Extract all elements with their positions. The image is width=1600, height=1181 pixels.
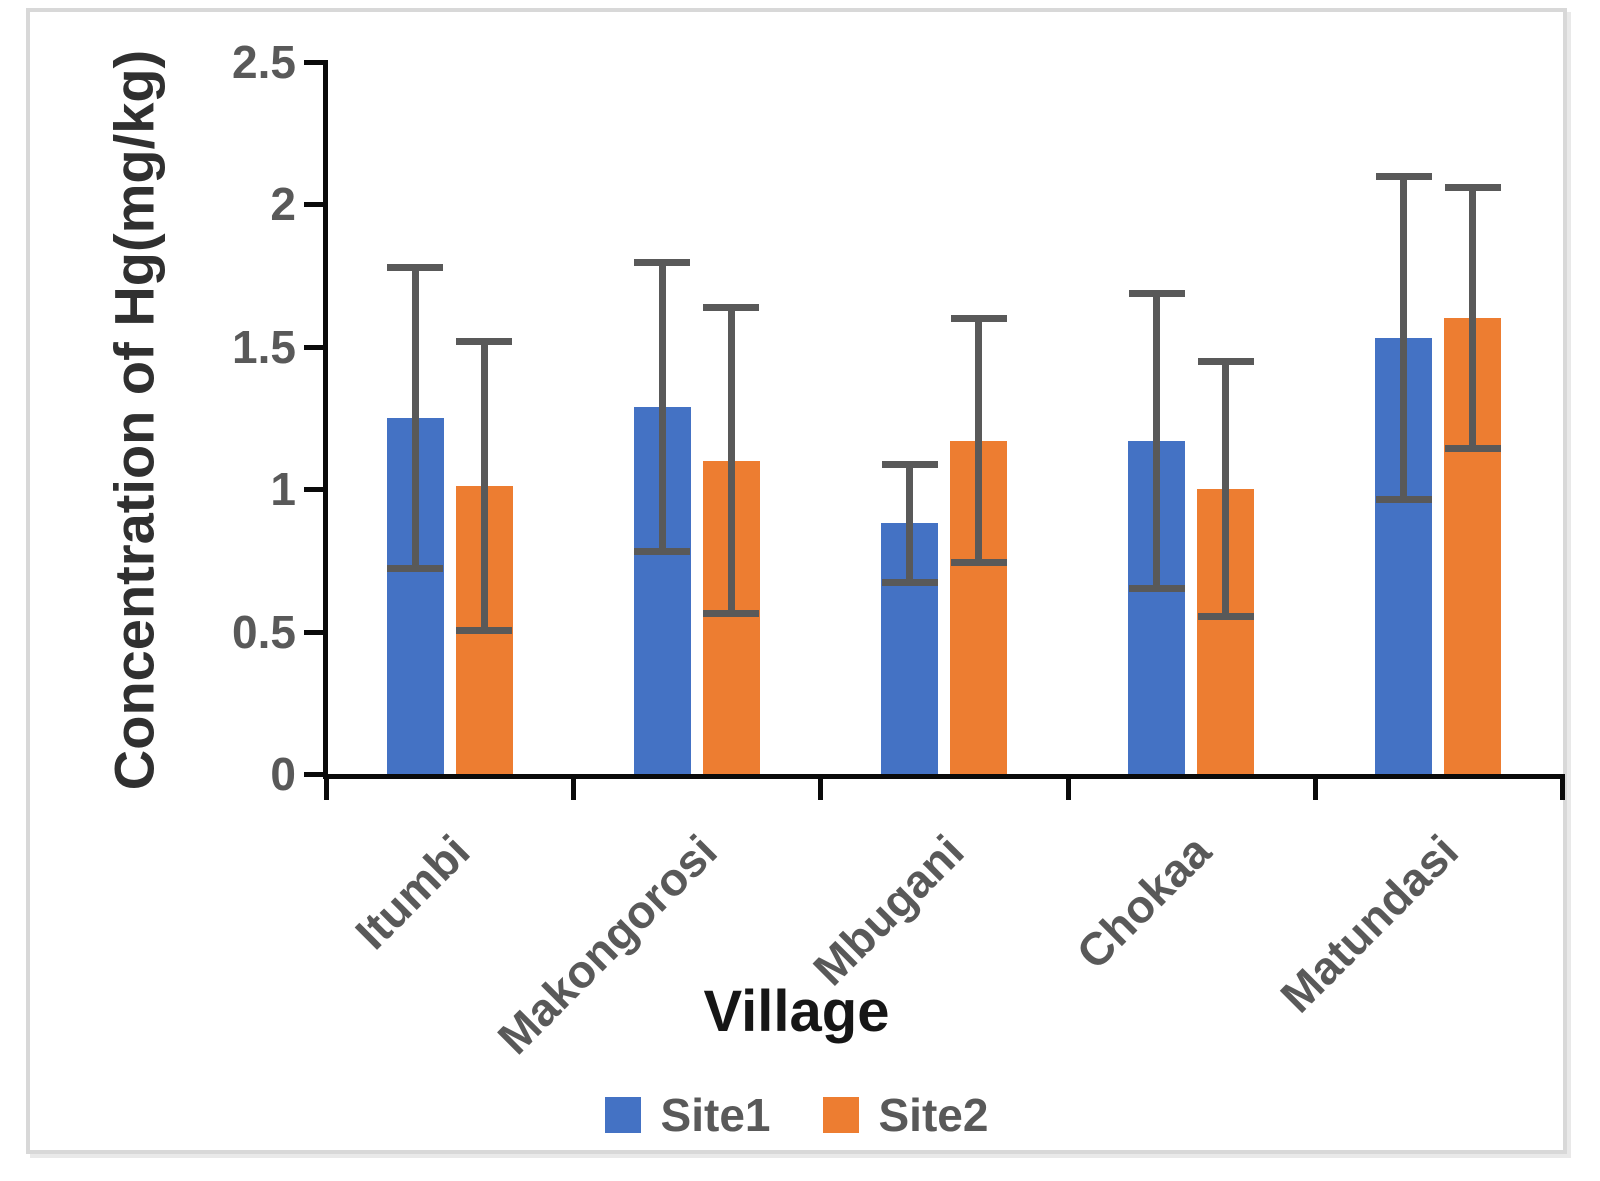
x-tick-mark: [571, 774, 577, 800]
error-cap-bottom-site2-makongorosi: [703, 610, 760, 618]
y-tick-label: 0: [270, 748, 296, 800]
error-bar-site1-itumbi: [411, 264, 419, 572]
error-cap-top-site1-chokaa: [1128, 289, 1185, 297]
error-bar-site1-makongorosi: [658, 258, 666, 555]
error-cap-top-site2-itumbi: [456, 338, 513, 346]
chart-frame: 0 0.5 1 1.5 2 2.5 Itumbi Makongorosi Mbugani Chok…: [26, 8, 1567, 1154]
x-tick-mark: [818, 774, 824, 800]
y-tick-label: 1: [270, 463, 296, 516]
error-bar-site2-itumbi: [480, 338, 488, 635]
x-tick-mark: [1065, 774, 1071, 800]
y-axis-title: Concentration of Hg(mg/kg): [102, 49, 166, 791]
y-tick-mark: [304, 629, 324, 635]
x-tick-mark: [1312, 774, 1318, 800]
x-tick-mark: [1560, 774, 1565, 800]
error-bar-site1-chokaa: [1153, 289, 1161, 592]
error-cap-top-site1-itumbi: [387, 264, 444, 272]
legend-label-site1: Site1: [660, 1089, 771, 1141]
category-label-itumbi: Itumbi: [344, 824, 480, 960]
y-tick-mark: [304, 344, 324, 350]
error-cap-bottom-site1-chokaa: [1128, 584, 1185, 592]
error-bar-site2-makongorosi: [727, 304, 735, 618]
legend-swatch-site2: [822, 1097, 859, 1133]
error-bar-site1-matundasi: [1400, 173, 1408, 504]
legend-entry-site1: Site1: [604, 1089, 771, 1141]
error-cap-bottom-site2-mbugani: [950, 559, 1007, 567]
category-label-mbugani: Mbugani: [803, 824, 974, 996]
error-bar-site2-mbugani: [975, 315, 982, 567]
y-axis-line: [323, 60, 328, 779]
error-cap-top-site1-matundasi: [1375, 173, 1432, 181]
y-tick-label: 0.5: [232, 605, 296, 658]
error-bar-site2-matundasi: [1469, 184, 1477, 453]
error-cap-bottom-site2-chokaa: [1197, 613, 1254, 621]
y-tick-label: 2.5: [232, 36, 296, 88]
x-axis-line: [323, 774, 1565, 779]
error-cap-bottom-site2-itumbi: [456, 627, 513, 635]
x-axis-title: Village: [703, 979, 890, 1044]
legend-swatch-site1: [604, 1097, 641, 1133]
error-cap-bottom-site2-matundasi: [1444, 445, 1501, 453]
error-cap-bottom-site1-makongorosi: [634, 547, 691, 555]
y-tick-mark: [304, 202, 324, 208]
legend: Site1 Site2: [30, 1092, 1563, 1138]
error-cap-top-site1-makongorosi: [634, 258, 691, 266]
error-bar-site1-mbugani: [906, 460, 913, 587]
error-cap-bottom-site1-matundasi: [1375, 496, 1432, 504]
error-cap-top-site2-chokaa: [1197, 358, 1254, 366]
legend-entry-site2: Site2: [822, 1089, 989, 1141]
error-cap-bottom-site1-mbugani: [881, 579, 938, 587]
y-tick-label: 1.5: [232, 320, 296, 373]
error-cap-top-site2-makongorosi: [703, 304, 760, 312]
y-tick-mark: [304, 60, 324, 65]
category-label-chokaa: Chokaa: [1066, 824, 1221, 979]
y-tick-mark: [304, 487, 324, 493]
error-cap-top-site1-mbugani: [881, 460, 938, 468]
error-cap-bottom-site1-itumbi: [387, 564, 444, 572]
y-tick-label: 2: [270, 178, 296, 231]
error-cap-top-site2-mbugani: [950, 315, 1007, 323]
error-bar-site2-chokaa: [1222, 358, 1230, 621]
x-tick-mark: [324, 774, 329, 800]
y-tick-mark: [304, 772, 324, 777]
legend-label-site2: Site2: [878, 1089, 989, 1141]
error-cap-top-site2-matundasi: [1444, 184, 1501, 192]
